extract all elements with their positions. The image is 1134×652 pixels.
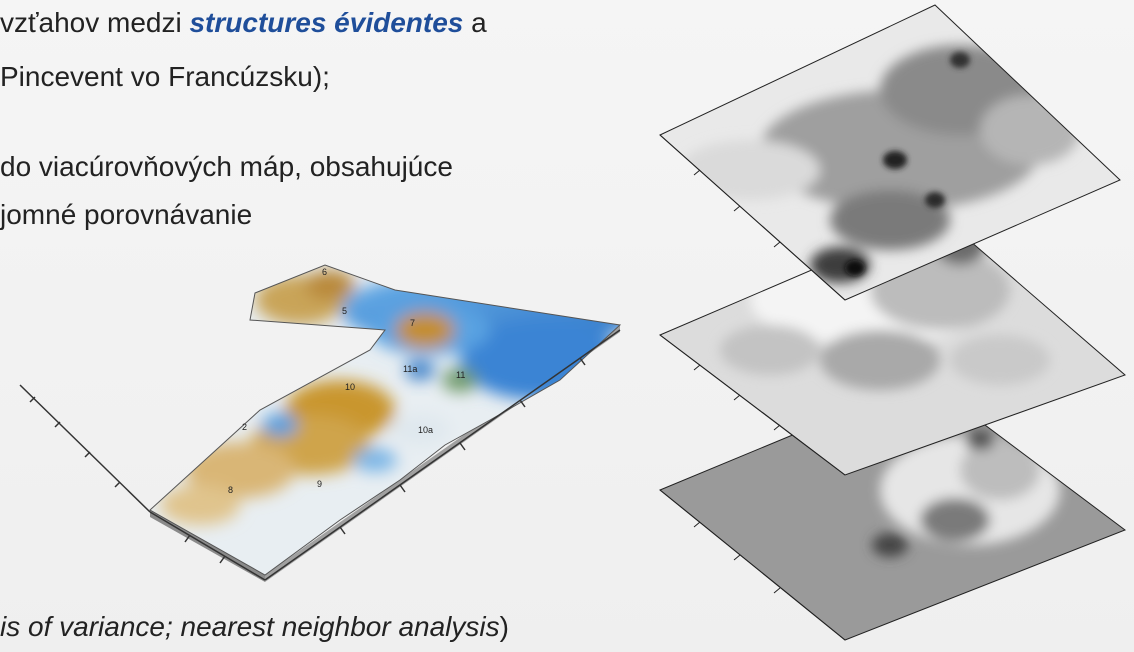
map-label: 8 <box>228 485 233 495</box>
line-1-part-b: a <box>463 7 487 38</box>
map-label: 11a <box>403 364 417 374</box>
text-line-1: vzťahov medzi structures évidentes a <box>0 6 487 40</box>
stacked-gray-maps <box>659 4 1127 641</box>
map-surface <box>150 265 620 575</box>
map-label: 5 <box>342 306 347 316</box>
text-line-3: do viacúrovňových máp, obsahujúce <box>0 151 453 182</box>
map-label: 6 <box>322 267 327 277</box>
line-1-part-a: vzťahov medzi <box>0 7 190 38</box>
line-1-emphasis: structures évidentes <box>189 7 464 38</box>
gray-map-layer-bottom <box>659 379 1127 641</box>
map-label: 9 <box>317 479 322 489</box>
map-label: 10a <box>418 425 433 435</box>
colored-density-map: 6 5 7 10 11a 11 2 10a 8 9 <box>19 264 622 582</box>
map-outline <box>149 264 622 576</box>
map-label: 7 <box>410 318 415 328</box>
map-label: 11 <box>456 370 465 380</box>
gray-map-layer-middle <box>659 214 1126 476</box>
line-5-end: ) <box>499 611 509 642</box>
text-line-5: is of variance; nearest neighbor analysi… <box>0 610 509 644</box>
map-label: 10 <box>345 382 355 392</box>
gray-map-layer-top <box>659 4 1121 301</box>
text-line-4: jomné porovnávanie <box>0 199 253 230</box>
map-axis <box>19 329 621 581</box>
map-label: 2 <box>242 422 247 432</box>
line-5-italic: is of variance; nearest neighbor analysi… <box>0 611 500 642</box>
gray-map-axes <box>659 134 846 641</box>
text-line-2: Pincevent vo Francúzsku); <box>0 61 330 92</box>
